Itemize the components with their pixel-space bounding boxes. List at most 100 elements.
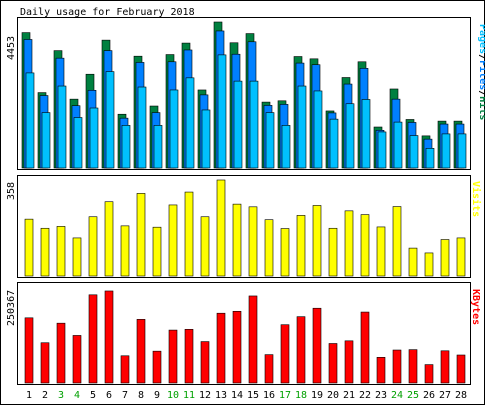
bar-kbytes bbox=[280, 324, 290, 384]
panel-legend-pfh: Pages/Files/Hits bbox=[477, 24, 485, 120]
bar-pages bbox=[409, 135, 419, 169]
legend-sep-1: / bbox=[477, 54, 485, 60]
legend-visits: Visits bbox=[470, 181, 482, 217]
bar-visits bbox=[232, 203, 242, 277]
x-tick-label: 26 bbox=[423, 390, 435, 401]
legend-files: Files bbox=[477, 60, 485, 90]
x-tick-label: 28 bbox=[455, 390, 467, 401]
x-tick-label: 21 bbox=[343, 390, 355, 401]
panel-kbytes: 250367 KBytes bbox=[6, 282, 481, 385]
bar-pages bbox=[137, 86, 147, 169]
bar-pages bbox=[377, 131, 387, 169]
panel-max-label: 250367 bbox=[6, 290, 17, 326]
bar-pages bbox=[25, 72, 35, 169]
bar-kbytes bbox=[136, 319, 146, 384]
bar-kbytes bbox=[312, 307, 322, 384]
x-tick-label: 5 bbox=[90, 390, 96, 401]
panel-max-label: 4453 bbox=[6, 36, 17, 60]
bar-visits bbox=[392, 206, 402, 277]
bar-kbytes bbox=[200, 341, 210, 384]
bar-pages bbox=[329, 118, 339, 169]
bars-kbytes bbox=[24, 290, 466, 384]
x-tick-label: 12 bbox=[199, 390, 211, 401]
bar-pages bbox=[201, 109, 211, 169]
x-tick-label: 4 bbox=[74, 390, 80, 401]
bars-visits bbox=[24, 179, 466, 277]
x-tick-label: 10 bbox=[167, 390, 179, 401]
x-tick-label: 1 bbox=[26, 390, 32, 401]
x-tick-label: 6 bbox=[106, 390, 112, 401]
x-tick-label: 7 bbox=[122, 390, 128, 401]
bar-kbytes bbox=[456, 354, 466, 384]
panel-hits-files-pages: 4453 Pages/Files/Hits bbox=[6, 17, 485, 170]
x-tick-label: 18 bbox=[295, 390, 307, 401]
x-tick-label: 17 bbox=[279, 390, 291, 401]
x-tick-label: 14 bbox=[231, 390, 243, 401]
bar-visits bbox=[88, 216, 98, 277]
bar-kbytes bbox=[120, 355, 130, 384]
bar-kbytes bbox=[184, 329, 194, 384]
bar-visits bbox=[24, 218, 34, 277]
x-tick-label: 27 bbox=[439, 390, 451, 401]
x-tick-label: 20 bbox=[327, 390, 339, 401]
bar-pages bbox=[217, 54, 227, 169]
bar-kbytes bbox=[72, 335, 82, 384]
x-tick-label: 15 bbox=[247, 390, 259, 401]
legend-kbytes: KBytes bbox=[470, 289, 481, 325]
bar-visits bbox=[168, 204, 178, 277]
bar-pages bbox=[41, 112, 51, 169]
bar-kbytes bbox=[56, 322, 66, 384]
bar-visits bbox=[376, 226, 386, 277]
x-tick-label: 22 bbox=[359, 390, 371, 401]
bar-kbytes bbox=[24, 317, 34, 384]
x-tick-label: 13 bbox=[215, 390, 227, 401]
legend-sep-2: / bbox=[477, 90, 485, 96]
bar-kbytes bbox=[328, 343, 338, 384]
bar-pages bbox=[185, 77, 195, 169]
bar-kbytes bbox=[248, 295, 258, 384]
bar-pages bbox=[345, 103, 355, 169]
panel-frame bbox=[17, 282, 471, 385]
bar-visits bbox=[40, 227, 50, 277]
bar-kbytes bbox=[264, 354, 274, 384]
bar-visits bbox=[216, 179, 226, 277]
bar-visits bbox=[328, 227, 338, 277]
bar-visits bbox=[296, 215, 306, 277]
bar-pages bbox=[105, 71, 115, 169]
bar-pages bbox=[233, 80, 243, 169]
bar-visits bbox=[264, 219, 274, 277]
bar-visits bbox=[200, 216, 210, 277]
bar-kbytes bbox=[88, 294, 98, 384]
bar-pages bbox=[457, 133, 467, 169]
bar-kbytes bbox=[40, 342, 50, 384]
bar-pages bbox=[281, 125, 291, 169]
bar-kbytes bbox=[344, 340, 354, 384]
bar-pages bbox=[425, 148, 435, 169]
bar-kbytes bbox=[104, 290, 114, 384]
bar-pages bbox=[361, 99, 371, 169]
panel-frame bbox=[17, 17, 471, 170]
bar-visits bbox=[104, 201, 114, 277]
bar-kbytes bbox=[392, 349, 402, 384]
bar-visits bbox=[440, 239, 450, 277]
bar-pages bbox=[73, 117, 83, 169]
bar-pages bbox=[153, 125, 163, 169]
bar-kbytes bbox=[440, 350, 450, 384]
bar-pages bbox=[57, 85, 67, 169]
bar-visits bbox=[344, 210, 354, 277]
bar-visits bbox=[248, 206, 258, 277]
bar-visits bbox=[360, 214, 370, 277]
bar-kbytes bbox=[232, 310, 242, 384]
panel-visits: 358 Visits bbox=[6, 175, 482, 278]
bar-visits bbox=[56, 226, 66, 277]
x-tick-label: 8 bbox=[138, 390, 144, 401]
x-tick-label: 9 bbox=[154, 390, 160, 401]
bar-visits bbox=[120, 225, 130, 277]
panel-frame bbox=[17, 175, 471, 278]
bar-kbytes bbox=[152, 350, 162, 384]
x-tick-label: 25 bbox=[407, 390, 419, 401]
bar-pages bbox=[441, 133, 451, 169]
bar-pages bbox=[249, 80, 259, 169]
legend-hits: Hits bbox=[477, 96, 485, 120]
